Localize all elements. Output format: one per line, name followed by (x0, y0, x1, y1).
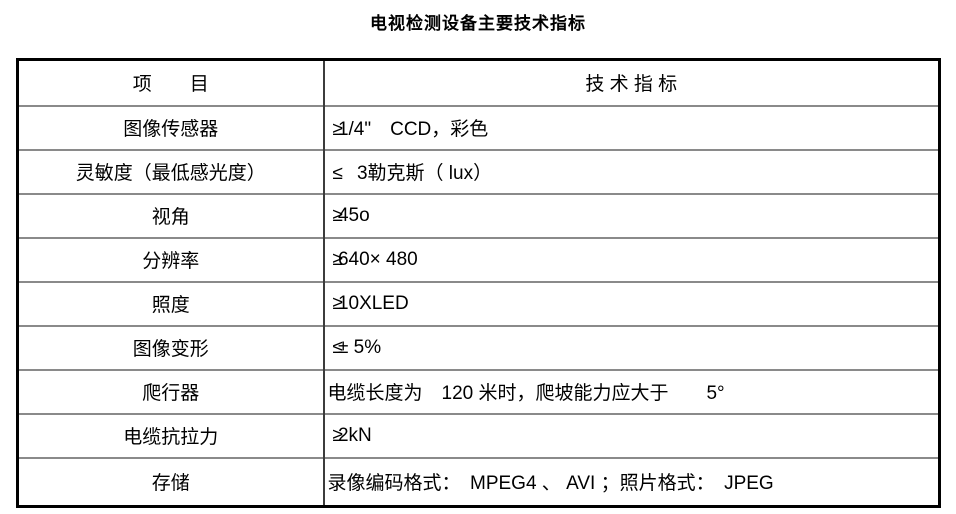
item-cell: 视角 (17, 192, 325, 238)
spec-cell: ≥10XLED (323, 280, 940, 326)
item-cell: 分辨率 (17, 236, 325, 282)
table-header-row: 项 目 技 术 指 标 (17, 59, 940, 106)
page-title: 电视检测设备主要技术指标 (370, 14, 586, 33)
table-row: 存储 录像编码格式： MPEG4 、 AVI ；照片格式： JPEG (17, 456, 940, 507)
item-cell: 存储 (17, 456, 325, 507)
table-row: 电缆抗拉力 ≥2kN (17, 412, 940, 458)
comparison-symbol: ≥ (332, 119, 343, 140)
spec-cell: 录像编码格式： MPEG4 、 AVI ；照片格式： JPEG (323, 456, 940, 507)
table-row: 视角 ≥45o (17, 192, 940, 238)
spec-cell: 电缆长度为 120 米时，爬坡能力应大于 5° (323, 368, 940, 414)
spec-cell: ≥45o (323, 192, 940, 238)
spec-text: 10XLED (337, 292, 409, 314)
comparison-symbol: ≥ (332, 292, 343, 314)
table-row: 照度 ≥10XLED (17, 280, 940, 326)
spec-cell: ≤ 3勒克斯（ lux） (323, 148, 940, 194)
spec-cell: ≥640× 480 (323, 236, 940, 282)
comparison-symbol: ≥ (332, 204, 343, 226)
spec-text: 电缆长度为 120 米时，爬坡能力应大于 5° (327, 383, 725, 404)
table-row: 图像传感器 ≥1/4" CCD，彩色 (17, 104, 940, 150)
comparison-symbol: ≥ (332, 424, 343, 446)
table-row: 分辨率 ≥640× 480 (17, 236, 940, 282)
spec-cell: ≥1/4" CCD，彩色 (323, 104, 940, 150)
spec-cell: ≤± 5% (323, 324, 940, 370)
comparison-symbol: ≤ (332, 336, 343, 358)
item-cell: 爬行器 (17, 368, 325, 414)
item-cell: 图像传感器 (17, 104, 325, 150)
table-row: 灵敏度（最低感光度） ≤ 3勒克斯（ lux） (17, 148, 940, 194)
table-row: 图像变形 ≤± 5% (17, 324, 940, 370)
item-cell: 照度 (17, 280, 325, 326)
spec-text: 录像编码格式： MPEG4 、 AVI ；照片格式： JPEG (327, 473, 774, 495)
item-cell: 图像变形 (17, 324, 325, 370)
spec-text: 2kN (337, 424, 372, 446)
spec-text: ± 5% (337, 336, 382, 358)
spec-table: 项 目 技 术 指 标 图像传感器 ≥1/4" CCD，彩色 灵敏度（最低感光度… (16, 58, 941, 508)
spec-text: 640× 480 (337, 248, 418, 270)
comparison-symbol: ≥ (332, 248, 343, 270)
header-spec: 技 术 指 标 (585, 74, 678, 96)
spec-text: 45o (337, 204, 370, 226)
comparison-symbol: ≤ (332, 163, 343, 184)
item-cell: 灵敏度（最低感光度） (17, 148, 325, 194)
spec-text: 1/4" CCD，彩色 (337, 119, 489, 140)
header-item: 项 目 (17, 59, 325, 106)
item-cell: 电缆抗拉力 (17, 412, 325, 458)
spec-cell: ≥2kN (323, 412, 940, 458)
table-row: 爬行器 电缆长度为 120 米时，爬坡能力应大于 5° (17, 368, 940, 414)
spec-text: 3勒克斯（ lux） (337, 163, 493, 184)
